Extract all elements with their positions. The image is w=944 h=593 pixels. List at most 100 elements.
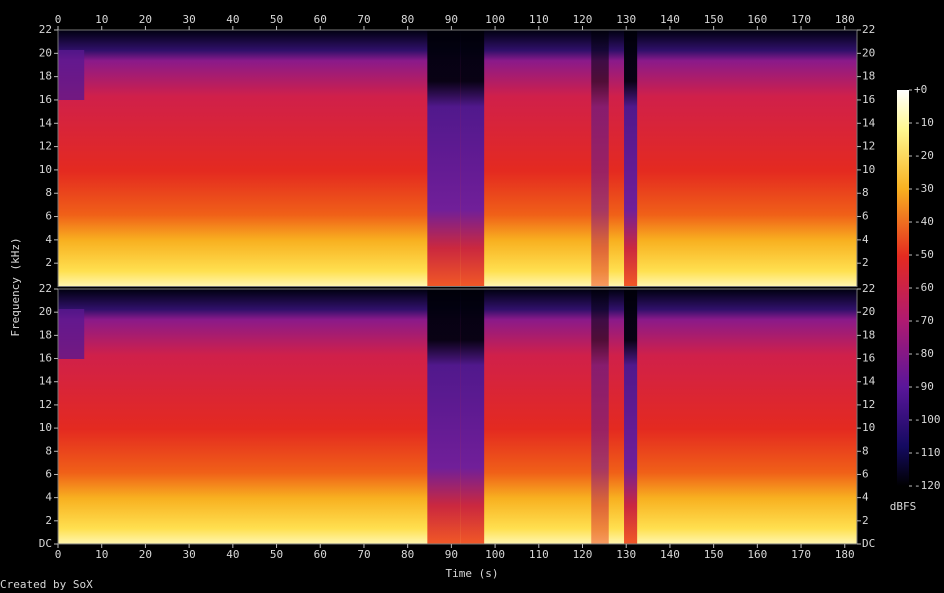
x-tick-label: 110: [529, 13, 549, 26]
y-tick-label: 8: [45, 186, 52, 199]
colorbar-tick-label: -50: [914, 248, 934, 261]
colorbar-tick-label: -60: [914, 281, 934, 294]
y-tick-label: 18: [862, 70, 875, 83]
colorbar-label: dBFS: [890, 500, 917, 513]
x-tick-label: 130: [616, 13, 636, 26]
x-tick-label: 20: [139, 13, 152, 26]
y-tick-label: 14: [862, 375, 876, 388]
spectrogram-quiet: [427, 289, 461, 544]
colorbar-tick-label: -110: [914, 446, 941, 459]
y-tick-label: 10: [862, 163, 875, 176]
x-tick-label: 70: [357, 548, 370, 561]
x-tick-label: 90: [445, 13, 458, 26]
colorbar: [897, 90, 909, 486]
spectrogram-quiet: [427, 30, 461, 287]
x-tick-label: 0: [55, 13, 62, 26]
x-tick-label: 50: [270, 13, 283, 26]
y-tick-label: 16: [39, 352, 52, 365]
x-tick-label: 150: [704, 13, 724, 26]
spectrogram-quiet: [591, 30, 609, 287]
x-tick-label: 20: [139, 548, 152, 561]
y-tick-label: 20: [39, 46, 52, 59]
x-tick-label: 50: [270, 548, 283, 561]
y-tick-label: DC: [862, 537, 875, 550]
x-tick-label: 170: [791, 13, 811, 26]
y-tick-label: 8: [45, 444, 52, 457]
x-tick-label: 70: [357, 13, 370, 26]
x-tick-label: 80: [401, 13, 414, 26]
x-tick-label: 120: [573, 13, 593, 26]
y-tick-label: 12: [39, 398, 52, 411]
y-tick-label: 20: [862, 46, 875, 59]
y-tick-label: 14: [39, 375, 53, 388]
x-tick-label: 120: [573, 548, 593, 561]
x-tick-label: 10: [95, 548, 108, 561]
x-tick-label: 10: [95, 13, 108, 26]
plot-frame: [57, 29, 858, 287]
y-tick-label: 16: [39, 93, 52, 106]
spectrogram-quiet: [460, 30, 485, 287]
y-tick-label: 20: [39, 305, 52, 318]
y-tick-label: 22: [862, 282, 875, 295]
spectrogram-quiet: [624, 289, 638, 544]
x-tick-label: 100: [485, 548, 505, 561]
spectrogram-quiet: [460, 289, 485, 544]
y-tick-label: 10: [39, 421, 52, 434]
x-tick-label: 0: [55, 548, 62, 561]
y-tick-label: 12: [862, 140, 875, 153]
x-tick-label: 150: [704, 548, 724, 561]
x-tick-label: 80: [401, 548, 414, 561]
y-tick-label: 10: [39, 163, 52, 176]
y-tick-label: 4: [862, 491, 869, 504]
y-tick-label: 22: [862, 23, 875, 36]
y-tick-label: 8: [862, 186, 869, 199]
x-tick-label: 160: [747, 548, 767, 561]
y-tick-label: 12: [862, 398, 875, 411]
colorbar-tick-label: -100: [914, 413, 941, 426]
spectrogram-intro: [58, 309, 85, 359]
x-tick-label: 40: [226, 13, 239, 26]
spectrogram-quiet: [591, 289, 609, 544]
y-tick-label: 20: [862, 305, 875, 318]
spectrogram-intro: [58, 50, 85, 100]
colorbar-tick-label: -120: [914, 479, 941, 492]
x-tick-label: 110: [529, 548, 549, 561]
x-tick-label: 30: [183, 13, 196, 26]
x-axis-label: Time (s): [446, 567, 499, 580]
colorbar-tick-label: -20: [914, 149, 934, 162]
y-tick-label: DC: [39, 537, 52, 550]
x-tick-label: 60: [314, 548, 327, 561]
y-axis-label: Frequency (kHz): [9, 237, 22, 336]
y-tick-label: 6: [862, 210, 869, 223]
y-tick-label: 2: [862, 256, 869, 269]
y-tick-label: 2: [45, 256, 52, 269]
credit: Created by SoX: [0, 578, 93, 591]
x-tick-label: 40: [226, 548, 239, 561]
colorbar-tick-label: -10: [914, 116, 934, 129]
y-tick-label: 22: [39, 23, 52, 36]
y-tick-label: 2: [862, 514, 869, 527]
y-tick-label: 10: [862, 421, 875, 434]
x-tick-label: 180: [835, 548, 855, 561]
x-tick-label: 90: [445, 548, 458, 561]
colorbar-tick-label: -90: [914, 380, 934, 393]
y-tick-label: 8: [862, 444, 869, 457]
y-tick-label: 6: [862, 467, 869, 480]
y-tick-label: 4: [862, 233, 869, 246]
y-tick-label: 16: [862, 352, 875, 365]
x-tick-label: 60: [314, 13, 327, 26]
y-tick-label: 18: [39, 328, 52, 341]
x-tick-label: 160: [747, 13, 767, 26]
y-tick-label: 12: [39, 140, 52, 153]
colorbar-tick-label: +0: [914, 83, 927, 96]
y-tick-label: 14: [862, 116, 876, 129]
y-tick-label: 6: [45, 467, 52, 480]
colorbar-tick-label: -80: [914, 347, 934, 360]
y-tick-label: 6: [45, 210, 52, 223]
colorbar-tick-label: -30: [914, 182, 934, 195]
x-tick-label: 140: [660, 13, 680, 26]
y-tick-label: 2: [45, 514, 52, 527]
colorbar-tick-label: -70: [914, 314, 934, 327]
x-tick-label: 30: [183, 548, 196, 561]
